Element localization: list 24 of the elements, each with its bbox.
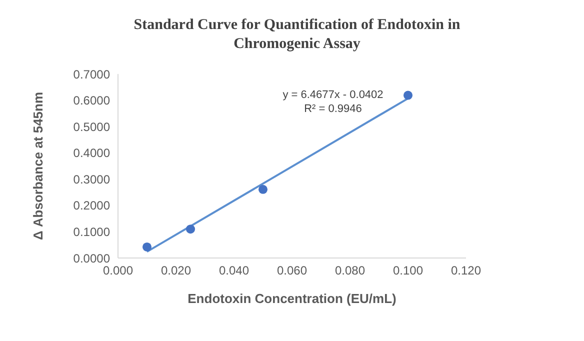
y-tick-label: 0.6000 — [73, 94, 110, 108]
x-tick-label: 0.120 — [450, 264, 482, 278]
y-axis-title: Δ Absorbance at 545nm — [30, 92, 46, 240]
annotation: R² = 0.9946 — [303, 102, 363, 116]
x-tick-label: 0.060 — [276, 264, 308, 278]
x-tick-label: 0.080 — [334, 264, 366, 278]
x-tick-label: 0.000 — [102, 264, 134, 278]
y-tick-label: 0.2000 — [73, 198, 110, 213]
annotation: y = 6.4677x - 0.0402 — [282, 88, 384, 102]
x-axis-title: Endotoxin Concentration (EU/mL) — [188, 291, 396, 306]
point — [258, 184, 268, 194]
y-tick-label: 0.3000 — [73, 172, 110, 186]
y-tick-label: 0.4000 — [73, 146, 110, 160]
point — [403, 90, 413, 100]
chart-title: Standard Curve for Quantification of Endotoxin in Chromogenic Assay — [132, 16, 462, 54]
y-tick-label: 0.0000 — [73, 251, 110, 266]
y-tick-label: 0.1000 — [73, 224, 110, 239]
x-tick-label: 0.040 — [218, 264, 250, 278]
point — [142, 242, 152, 252]
point — [186, 224, 196, 234]
y-tick-label: 0.5000 — [73, 120, 110, 134]
x-tick-label: 0.020 — [160, 264, 192, 278]
y-tick-label: 0.7000 — [73, 67, 110, 82]
x-tick-label: 0.100 — [392, 264, 424, 278]
